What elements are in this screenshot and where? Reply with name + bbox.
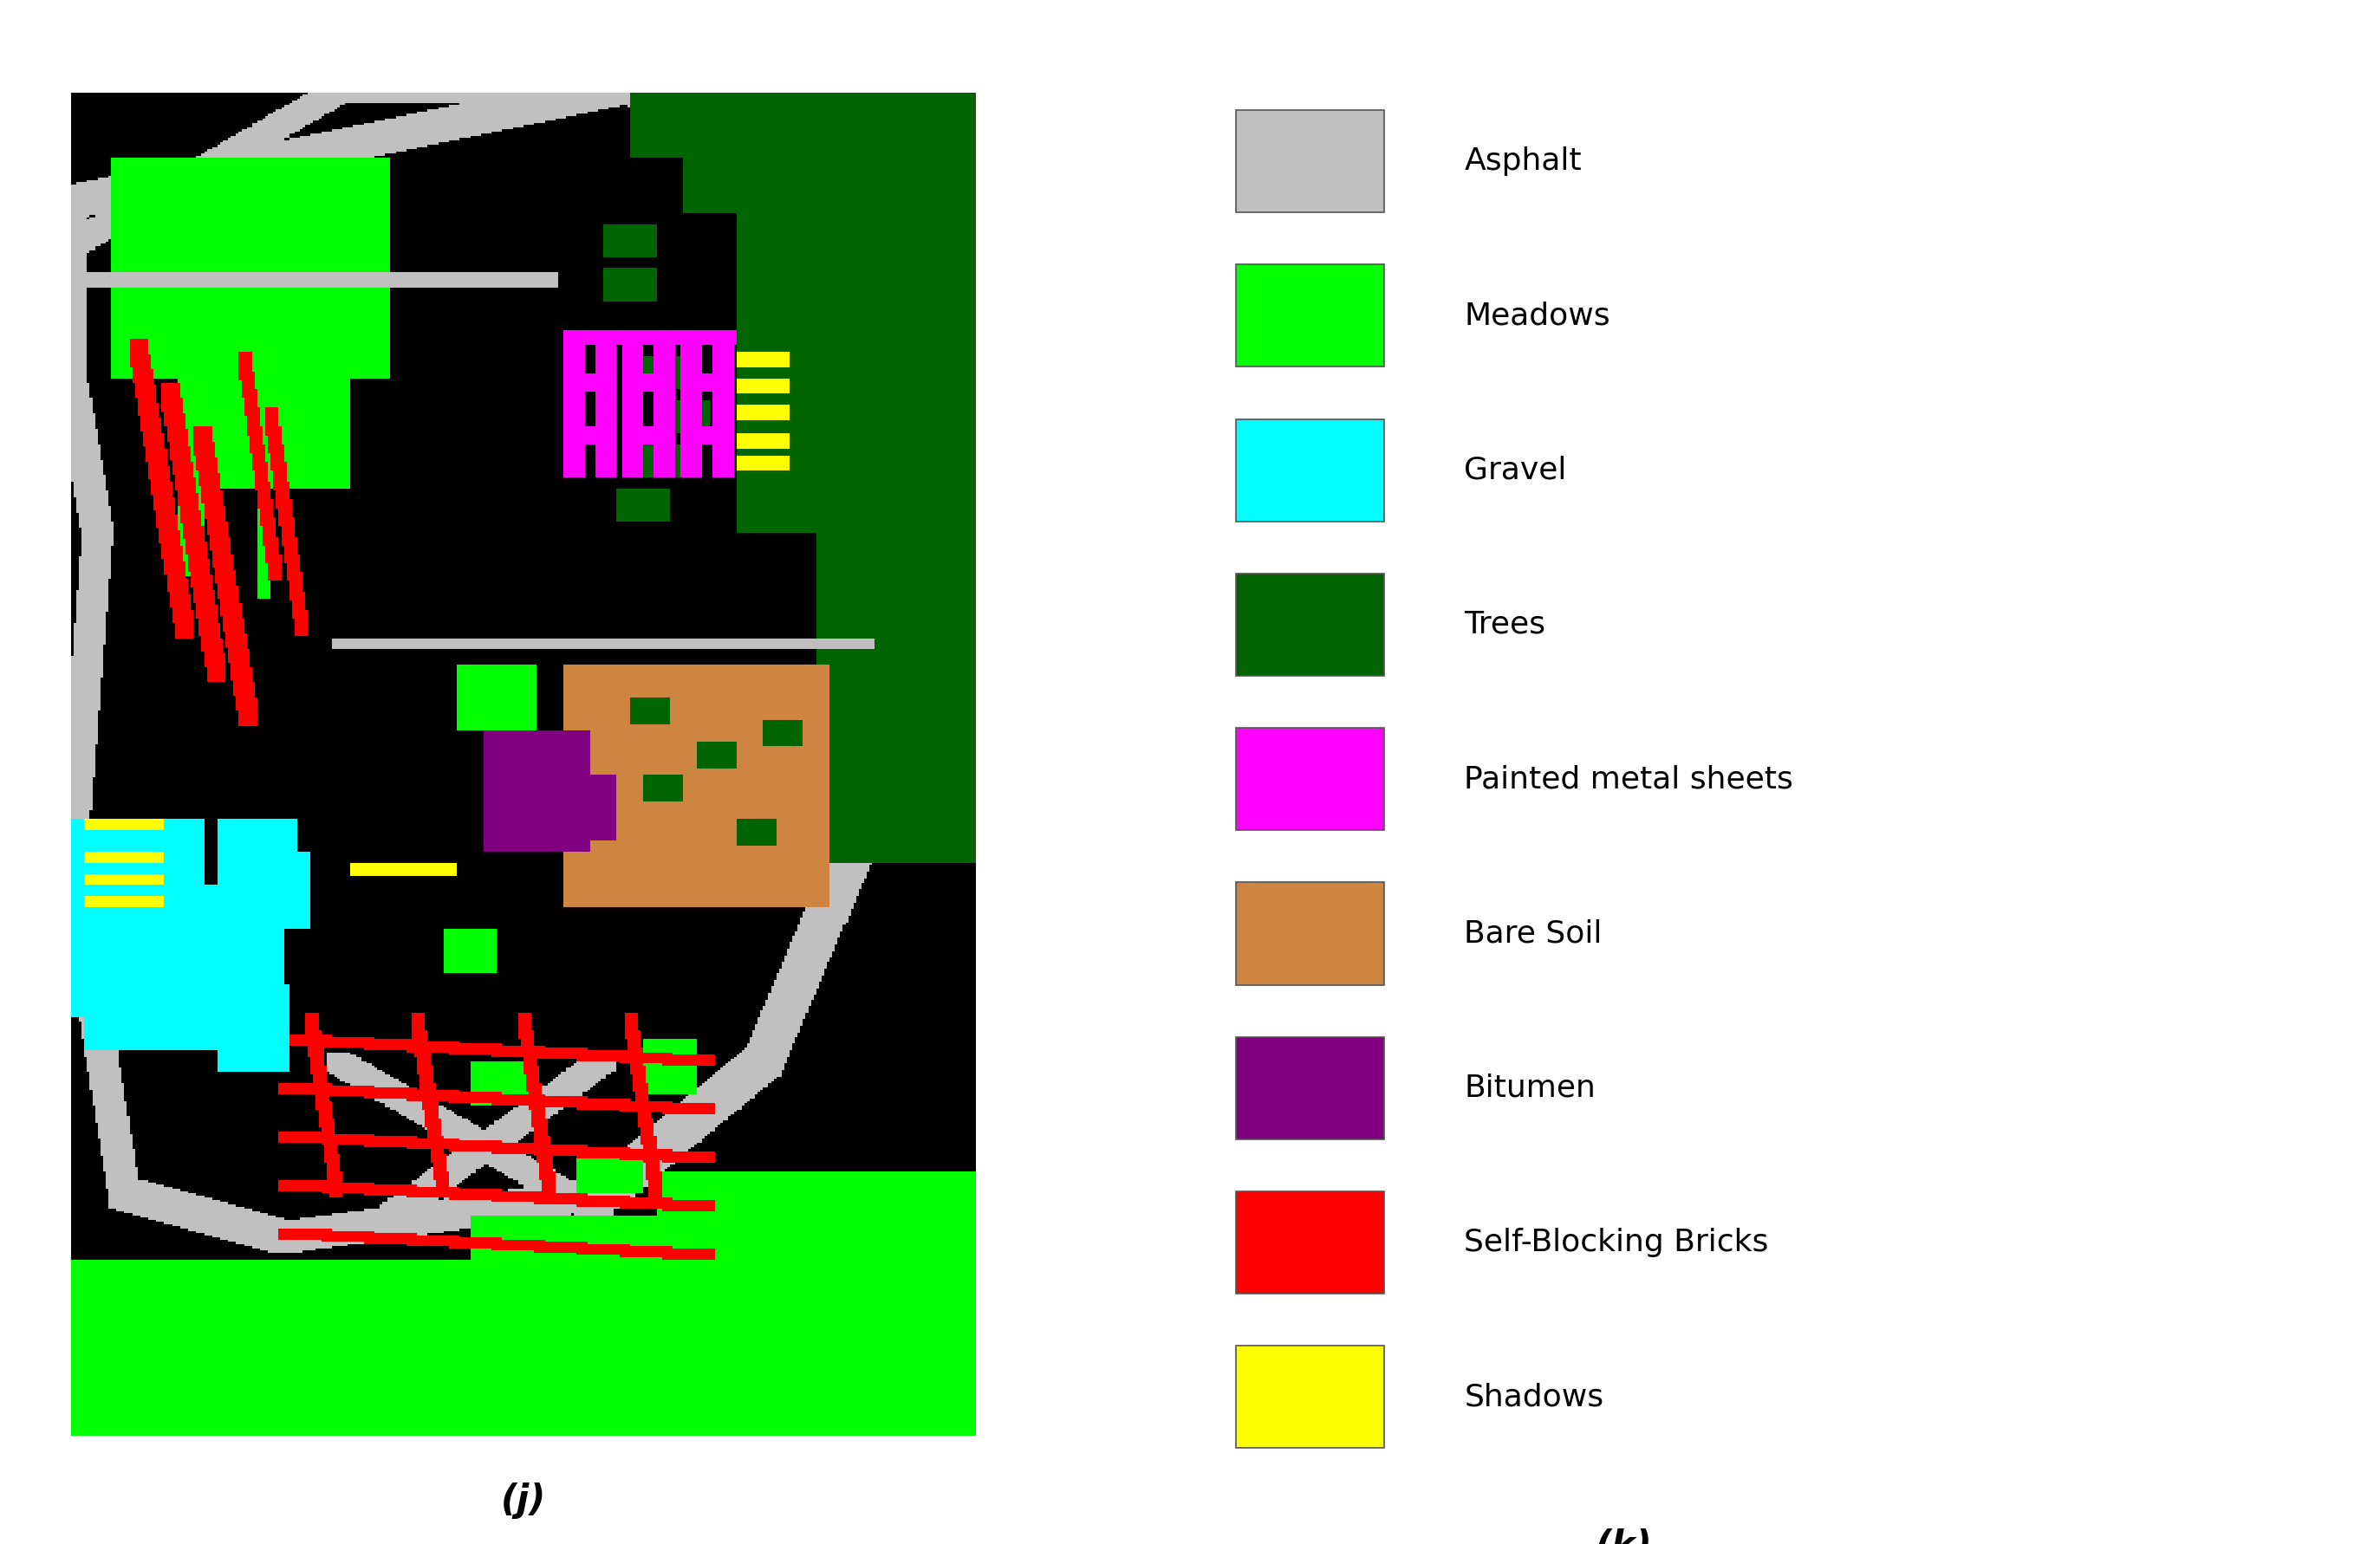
- FancyBboxPatch shape: [1235, 573, 1385, 676]
- FancyBboxPatch shape: [1235, 883, 1385, 985]
- FancyBboxPatch shape: [1235, 418, 1385, 522]
- FancyBboxPatch shape: [1235, 727, 1385, 831]
- Text: Gravel: Gravel: [1464, 455, 1566, 485]
- Text: Self-Blocking Bricks: Self-Blocking Bricks: [1464, 1227, 1768, 1257]
- Text: Painted metal sheets: Painted metal sheets: [1464, 764, 1795, 794]
- Text: Trees: Trees: [1464, 610, 1545, 639]
- Text: Bare Soil: Bare Soil: [1464, 919, 1602, 948]
- FancyBboxPatch shape: [1235, 264, 1385, 367]
- Text: Bitumen: Bitumen: [1464, 1073, 1597, 1102]
- FancyBboxPatch shape: [1235, 1192, 1385, 1294]
- Text: Meadows: Meadows: [1464, 301, 1611, 330]
- Text: Shadows: Shadows: [1464, 1382, 1604, 1411]
- FancyBboxPatch shape: [1235, 1346, 1385, 1448]
- FancyBboxPatch shape: [1235, 1038, 1385, 1139]
- Text: (k): (k): [1595, 1529, 1652, 1544]
- Text: Asphalt: Asphalt: [1464, 147, 1583, 176]
- Text: (j): (j): [500, 1482, 547, 1519]
- FancyBboxPatch shape: [1235, 110, 1385, 213]
